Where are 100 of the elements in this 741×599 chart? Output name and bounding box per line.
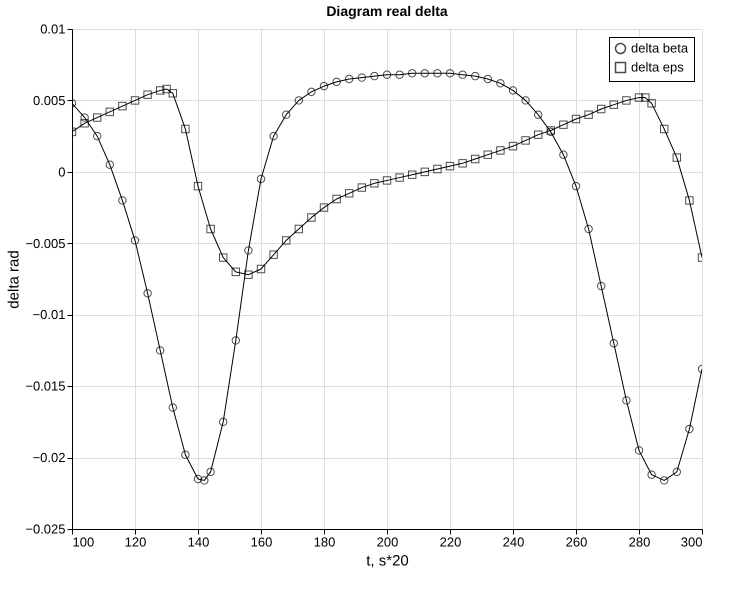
point (470, 72, 480, 80)
point (269, 250, 278, 259)
y-tick-label: −0.015 (25, 378, 66, 394)
point (408, 170, 416, 179)
x-tick-label: 300 (680, 534, 702, 550)
point (395, 173, 404, 182)
y-tick-label: −0.025 (25, 522, 66, 536)
point (130, 236, 140, 245)
point (559, 120, 568, 129)
x-tick-label: 120 (124, 534, 146, 550)
point (382, 70, 392, 79)
point (358, 183, 366, 192)
point (194, 474, 202, 484)
point (433, 69, 442, 78)
point (181, 124, 190, 134)
point (521, 136, 530, 145)
point (610, 339, 618, 348)
legend-label: delta eps (631, 60, 684, 74)
point (685, 424, 694, 434)
point (118, 196, 127, 205)
point (332, 194, 341, 204)
point (244, 246, 253, 255)
x-tick-label: 260 (566, 534, 588, 550)
y-axis-title: delta rad (5, 250, 22, 309)
point (168, 89, 178, 98)
point (672, 153, 682, 162)
x-tick-label: 160 (250, 534, 272, 550)
point (508, 142, 518, 150)
point (641, 93, 650, 102)
point (294, 224, 304, 234)
y-tick-label: −0.005 (25, 236, 66, 251)
point (80, 113, 89, 122)
x-tick-label: 100 (72, 534, 94, 550)
point (458, 70, 467, 79)
point (244, 270, 253, 279)
point (458, 159, 467, 168)
point (446, 162, 454, 170)
point (660, 124, 668, 134)
point (282, 236, 290, 245)
point (584, 110, 593, 119)
y-tick-label: −0.02 (32, 450, 66, 466)
y-tick-label: 0.01 (40, 22, 66, 36)
point (106, 160, 114, 169)
x-tick-label: 180 (314, 534, 336, 550)
y-tick-label: 0.005 (32, 92, 66, 108)
point (484, 74, 492, 84)
point (382, 176, 392, 185)
point (143, 90, 152, 99)
point (622, 96, 631, 105)
point (269, 132, 278, 140)
point (610, 100, 618, 109)
point (92, 132, 102, 140)
point (168, 403, 178, 412)
point (320, 82, 328, 90)
point (647, 99, 656, 108)
point (143, 289, 152, 298)
point (200, 476, 209, 485)
point (370, 179, 379, 188)
point (92, 113, 102, 122)
point (218, 418, 228, 426)
chart-title: Diagram real delta (326, 3, 448, 19)
x-tick-label: 240 (502, 534, 524, 550)
point (420, 69, 430, 78)
point (408, 69, 416, 78)
point (206, 224, 215, 234)
point (470, 154, 480, 164)
x-tick-label: 280 (628, 534, 650, 550)
point (256, 174, 266, 184)
y-tick-label: 0 (58, 164, 66, 180)
point (130, 96, 140, 105)
point (433, 164, 442, 174)
y-tick-label: −0.01 (32, 307, 66, 322)
point (534, 130, 542, 139)
point (572, 182, 580, 190)
point (232, 336, 240, 345)
point (572, 114, 580, 124)
point (508, 86, 518, 95)
point (634, 446, 644, 455)
point (194, 182, 202, 190)
point (181, 450, 190, 459)
point (118, 102, 127, 110)
x-axis-title: t, s*20 (366, 552, 409, 570)
point (80, 119, 89, 128)
point (106, 108, 114, 116)
point (596, 282, 606, 290)
point (521, 96, 530, 105)
point (294, 96, 304, 105)
point (320, 203, 328, 212)
point (218, 253, 228, 262)
point (672, 468, 682, 476)
point (496, 146, 505, 155)
point (484, 150, 492, 159)
point (584, 224, 593, 234)
point (660, 476, 668, 485)
point (358, 73, 366, 82)
point (307, 88, 316, 96)
point (446, 69, 454, 78)
point (647, 470, 656, 479)
point (634, 93, 644, 102)
point (395, 70, 404, 79)
